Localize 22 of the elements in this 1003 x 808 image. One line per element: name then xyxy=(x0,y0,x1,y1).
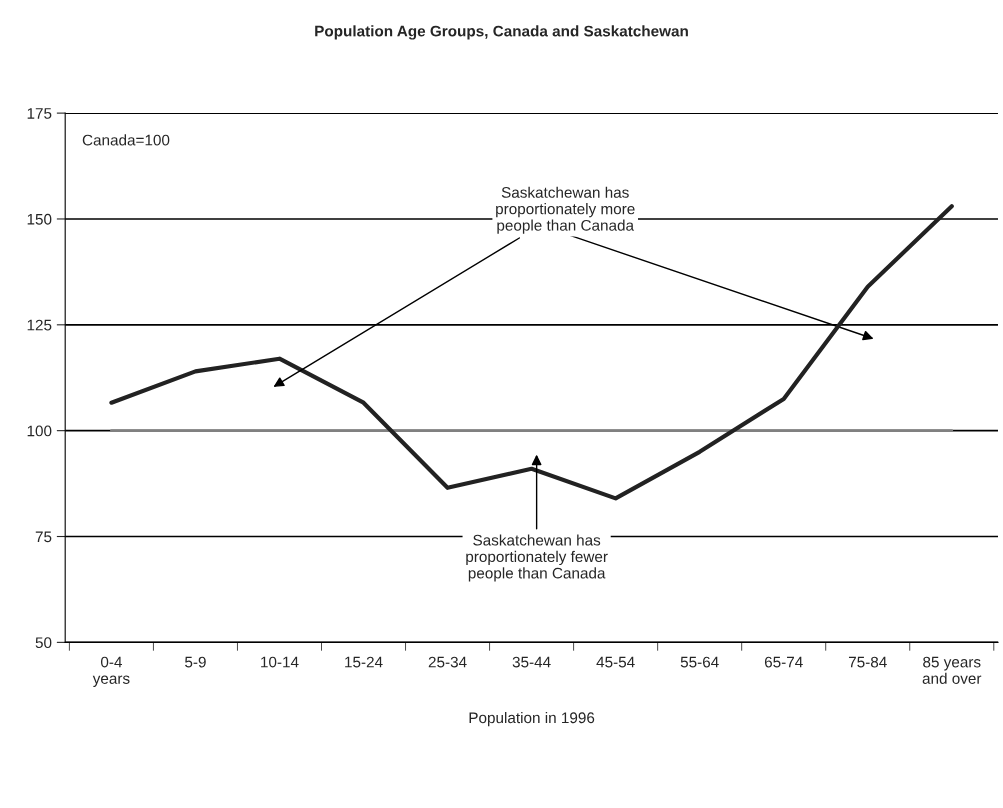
x-tick-label: 75-84 xyxy=(848,656,887,668)
y-tick-label: 125 xyxy=(27,319,52,331)
annotation: Saskatchewan has proportionately more people than Canada xyxy=(496,186,635,234)
x-tick-label: 15-24 xyxy=(345,656,383,668)
annotation: Canada=100 xyxy=(82,134,170,146)
x-tick-label: 5-9 xyxy=(185,656,206,668)
y-tick-label: 75 xyxy=(35,531,52,543)
x-tick-label: 0-4 years xyxy=(92,656,130,687)
x-tick-label: 35-44 xyxy=(512,656,551,668)
y-tick-label: 50 xyxy=(35,637,52,649)
y-tick-label: 150 xyxy=(27,213,52,225)
annotation: Saskatchewan has proportionately fewer people than Canada xyxy=(466,534,608,582)
x-tick-label: 55-64 xyxy=(680,656,719,668)
x-tick-label: 10-14 xyxy=(261,656,299,668)
y-tick-label: 175 xyxy=(27,108,52,119)
x-tick-label: 25-34 xyxy=(428,656,467,668)
x-axis-title: Population in 1996 xyxy=(469,711,595,727)
x-tick-label: 65-74 xyxy=(764,656,803,668)
chart-title: Population Age Groups, Canada and Saskatchewan xyxy=(315,25,688,40)
x-tick-label: 45-54 xyxy=(596,656,635,668)
x-tick-label: 85 years and over xyxy=(922,656,982,684)
y-tick-label: 100 xyxy=(27,425,52,437)
